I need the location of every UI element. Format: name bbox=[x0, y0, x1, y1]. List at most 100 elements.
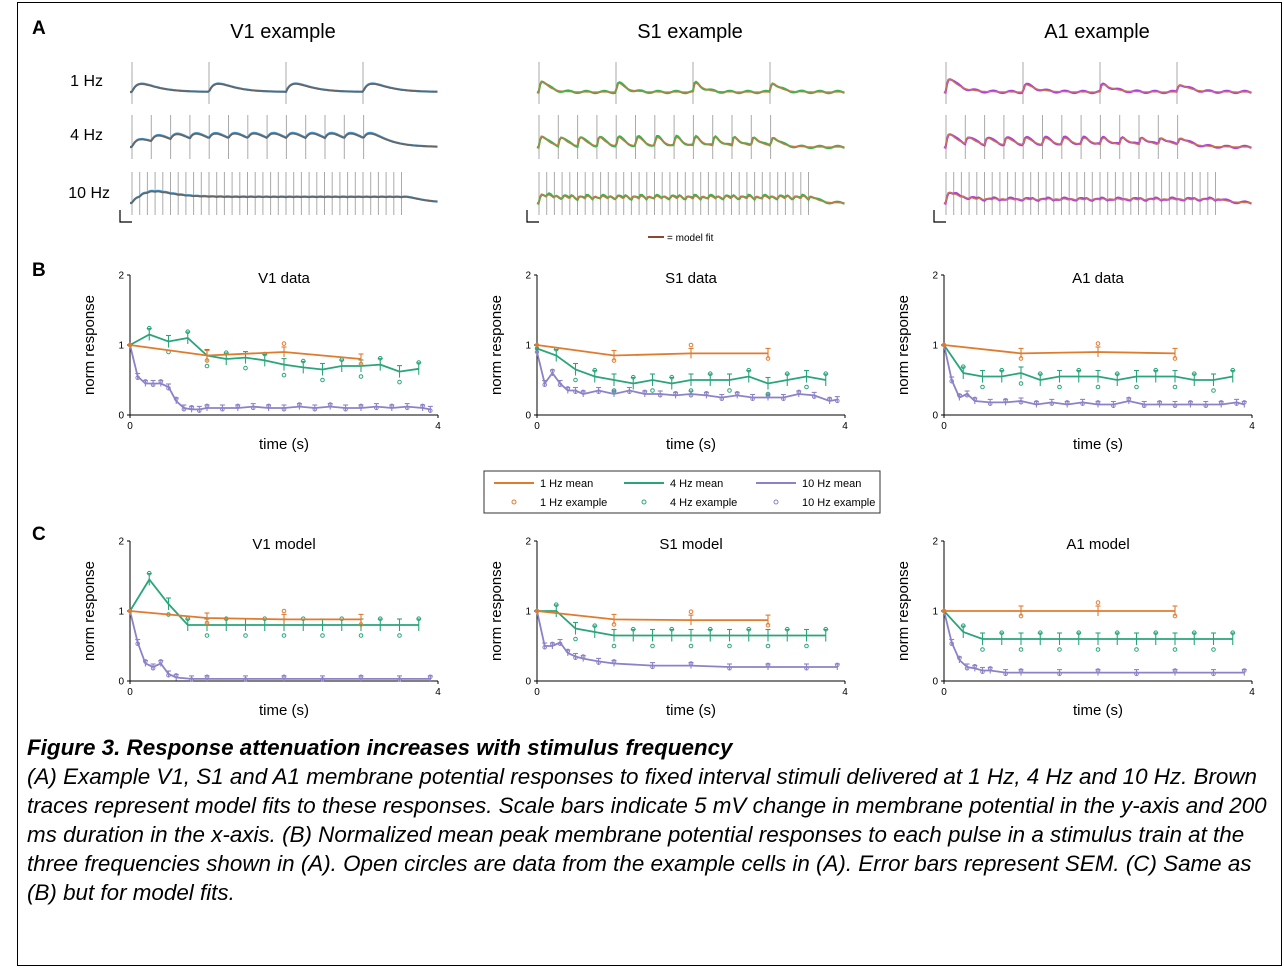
plot-b-2-series-0 bbox=[943, 344, 1176, 355]
plot-c-2-example-1-3 bbox=[999, 630, 1005, 636]
plot-b-2-example-2-17 bbox=[1172, 403, 1178, 409]
plot-b-2-xtick-0: 0 bbox=[941, 421, 947, 432]
plot-c-2-example-2-11 bbox=[1134, 671, 1139, 677]
plot-b-1-example-1-2 bbox=[573, 377, 578, 383]
plot-b-2-example-1-6 bbox=[1057, 384, 1062, 390]
plot-c-2-example-2-12 bbox=[1172, 668, 1178, 673]
plot-b-0-example-0-2 bbox=[281, 341, 287, 346]
plot-c-0-example-2-14 bbox=[428, 674, 433, 680]
plot-c-2-example-2-3 bbox=[964, 665, 970, 671]
plot-b-1-series-1 bbox=[536, 347, 826, 385]
plot-b-1-example-2-22 bbox=[827, 396, 832, 402]
plot-b-0-example-2-23 bbox=[404, 405, 410, 411]
plot-b-2-example-1-9 bbox=[1114, 371, 1120, 377]
plot-c-0-ytick-1: 1 bbox=[118, 607, 124, 618]
plot-b-1-xtick-1: 4 bbox=[842, 421, 848, 432]
plot-b-2-example-2-5 bbox=[987, 401, 993, 406]
plot-c-2-example-1-7 bbox=[1076, 630, 1082, 636]
plot-b-1-example-2-16 bbox=[734, 391, 740, 396]
plot-c-1-ytick-1: 1 bbox=[525, 607, 531, 618]
legend-marker-4hz-example bbox=[641, 499, 647, 505]
plot-b-1-example-1-15 bbox=[823, 371, 829, 377]
plot-b-1-example-2-13 bbox=[688, 392, 694, 398]
plot-c-1-example-0-2 bbox=[688, 609, 694, 615]
plot-c-0-ylabel: norm response bbox=[81, 561, 98, 661]
plot-c-0-example-1-6 bbox=[243, 633, 248, 638]
plot-b-0-xlabel: time (s) bbox=[259, 436, 309, 453]
plot-c-2-example-1-2 bbox=[980, 647, 985, 652]
plot-b-1-example-0-1 bbox=[611, 358, 617, 363]
plot-b-2-example-1-2 bbox=[980, 384, 985, 390]
plot-c-0-example-2-13 bbox=[397, 677, 402, 682]
plot-b-2-series-2 bbox=[943, 344, 1245, 406]
plot-b-1-example-1-14 bbox=[804, 384, 809, 390]
legend-marker-10hz-example bbox=[773, 499, 779, 505]
plot-c-2-example-1-8 bbox=[1095, 647, 1101, 652]
plot-b-0-xtick-1: 4 bbox=[435, 421, 441, 432]
row-label-10hz: 10 Hz bbox=[68, 185, 110, 202]
plot-c-0-xtick-0: 0 bbox=[127, 687, 133, 698]
plot-b-2-example-0-1 bbox=[1018, 356, 1024, 361]
plot-b-1-example-2-23 bbox=[835, 398, 840, 404]
plot-c-0-example-2-1 bbox=[135, 641, 140, 647]
plot-c-1-example-2-13 bbox=[804, 665, 809, 671]
plot-c-1-example-1-5 bbox=[630, 626, 636, 632]
plot-c-1-example-0-1 bbox=[611, 622, 617, 627]
plot-c-2-example-2-10 bbox=[1095, 668, 1101, 673]
plot-b-2-title: A1 data bbox=[1072, 270, 1124, 287]
plot-b-0-example-2-8 bbox=[189, 405, 194, 410]
plot-c-2-example-1-11 bbox=[1153, 630, 1159, 636]
plot-c-2-example-1-13 bbox=[1191, 630, 1197, 636]
plot-c-0-example-2-11 bbox=[320, 677, 325, 682]
plot-c-0-example-2-5 bbox=[166, 672, 171, 678]
plot-c-1-example-2-2 bbox=[550, 641, 555, 647]
plot-b-2-example-2-9 bbox=[1049, 401, 1055, 406]
plot-b-0-example-2-21 bbox=[374, 405, 379, 411]
plot-c-2-title: A1 model bbox=[1066, 536, 1129, 553]
plot-c-0-example-2-9 bbox=[243, 677, 248, 682]
legend-4hz-mean: 4 Hz mean bbox=[670, 478, 723, 490]
plot-c-2-example-1-5 bbox=[1037, 630, 1043, 636]
plot-b-2-example-1-11 bbox=[1153, 367, 1159, 373]
plot-c-0-series-1 bbox=[129, 577, 419, 626]
plot-c-1-example-2-3 bbox=[557, 641, 563, 647]
plot-b-1-example-2-7 bbox=[596, 389, 601, 395]
legend-4hz-example: 4 Hz example bbox=[670, 497, 737, 509]
plot-c-2-ytick-2: 2 bbox=[932, 537, 938, 548]
model-fit-legend: = model fit bbox=[667, 233, 714, 244]
plot-b-2-ytick-1: 1 bbox=[932, 341, 938, 352]
plot-c-2-xtick-0: 0 bbox=[941, 687, 947, 698]
plot-b-1-example-0-2 bbox=[688, 342, 694, 348]
plot-b-0-ytick-0: 0 bbox=[118, 411, 124, 422]
plot-b-2-example-2-12 bbox=[1095, 400, 1101, 405]
plot-b-1-ytick-2: 2 bbox=[525, 271, 531, 282]
title-s1-example: S1 example bbox=[637, 21, 743, 43]
plot-b-2-example-0-2 bbox=[1095, 341, 1101, 346]
plot-b-2-ytick-2: 2 bbox=[932, 271, 938, 282]
plot-c-1-example-2-10 bbox=[688, 661, 694, 666]
plot-b-0-example-1-9 bbox=[300, 358, 306, 364]
plot-c-1-example-2-11 bbox=[727, 665, 732, 671]
plot-b-2-example-2-13 bbox=[1111, 403, 1116, 409]
plot-b-1-example-1-8 bbox=[688, 388, 694, 393]
plot-b-1-example-2-5 bbox=[573, 389, 578, 395]
plot-b-0-example-2-9 bbox=[197, 408, 202, 413]
plot-c-2-start-0 bbox=[941, 608, 947, 614]
plot-b-2-example-2-21 bbox=[1234, 401, 1239, 406]
plot-b-2-example-1-13 bbox=[1191, 371, 1197, 377]
plot-b-2-example-1-4 bbox=[1018, 381, 1024, 386]
plot-b-1-xlabel: time (s) bbox=[666, 436, 716, 453]
legend-1hz-mean: 1 Hz mean bbox=[540, 478, 593, 490]
plot-b-1-example-1-4 bbox=[611, 388, 617, 393]
figure-caption: Figure 3. Response attenuation increases… bbox=[27, 733, 1267, 907]
panel-letter-c: C bbox=[32, 524, 46, 545]
plot-c-1-xtick-1: 4 bbox=[842, 687, 848, 698]
plot-c-2-series-1 bbox=[943, 610, 1233, 640]
fit-s1-10hz bbox=[537, 193, 845, 204]
plot-c-2-example-1-1 bbox=[960, 623, 966, 629]
plot-b-0-title: V1 data bbox=[258, 270, 310, 287]
plot-b-1-ytick-0: 0 bbox=[525, 411, 531, 422]
plot-c-0-start-0 bbox=[127, 608, 133, 614]
plot-b-2-example-2-22 bbox=[1242, 400, 1247, 405]
plot-b-0-example-1-1 bbox=[146, 325, 152, 331]
